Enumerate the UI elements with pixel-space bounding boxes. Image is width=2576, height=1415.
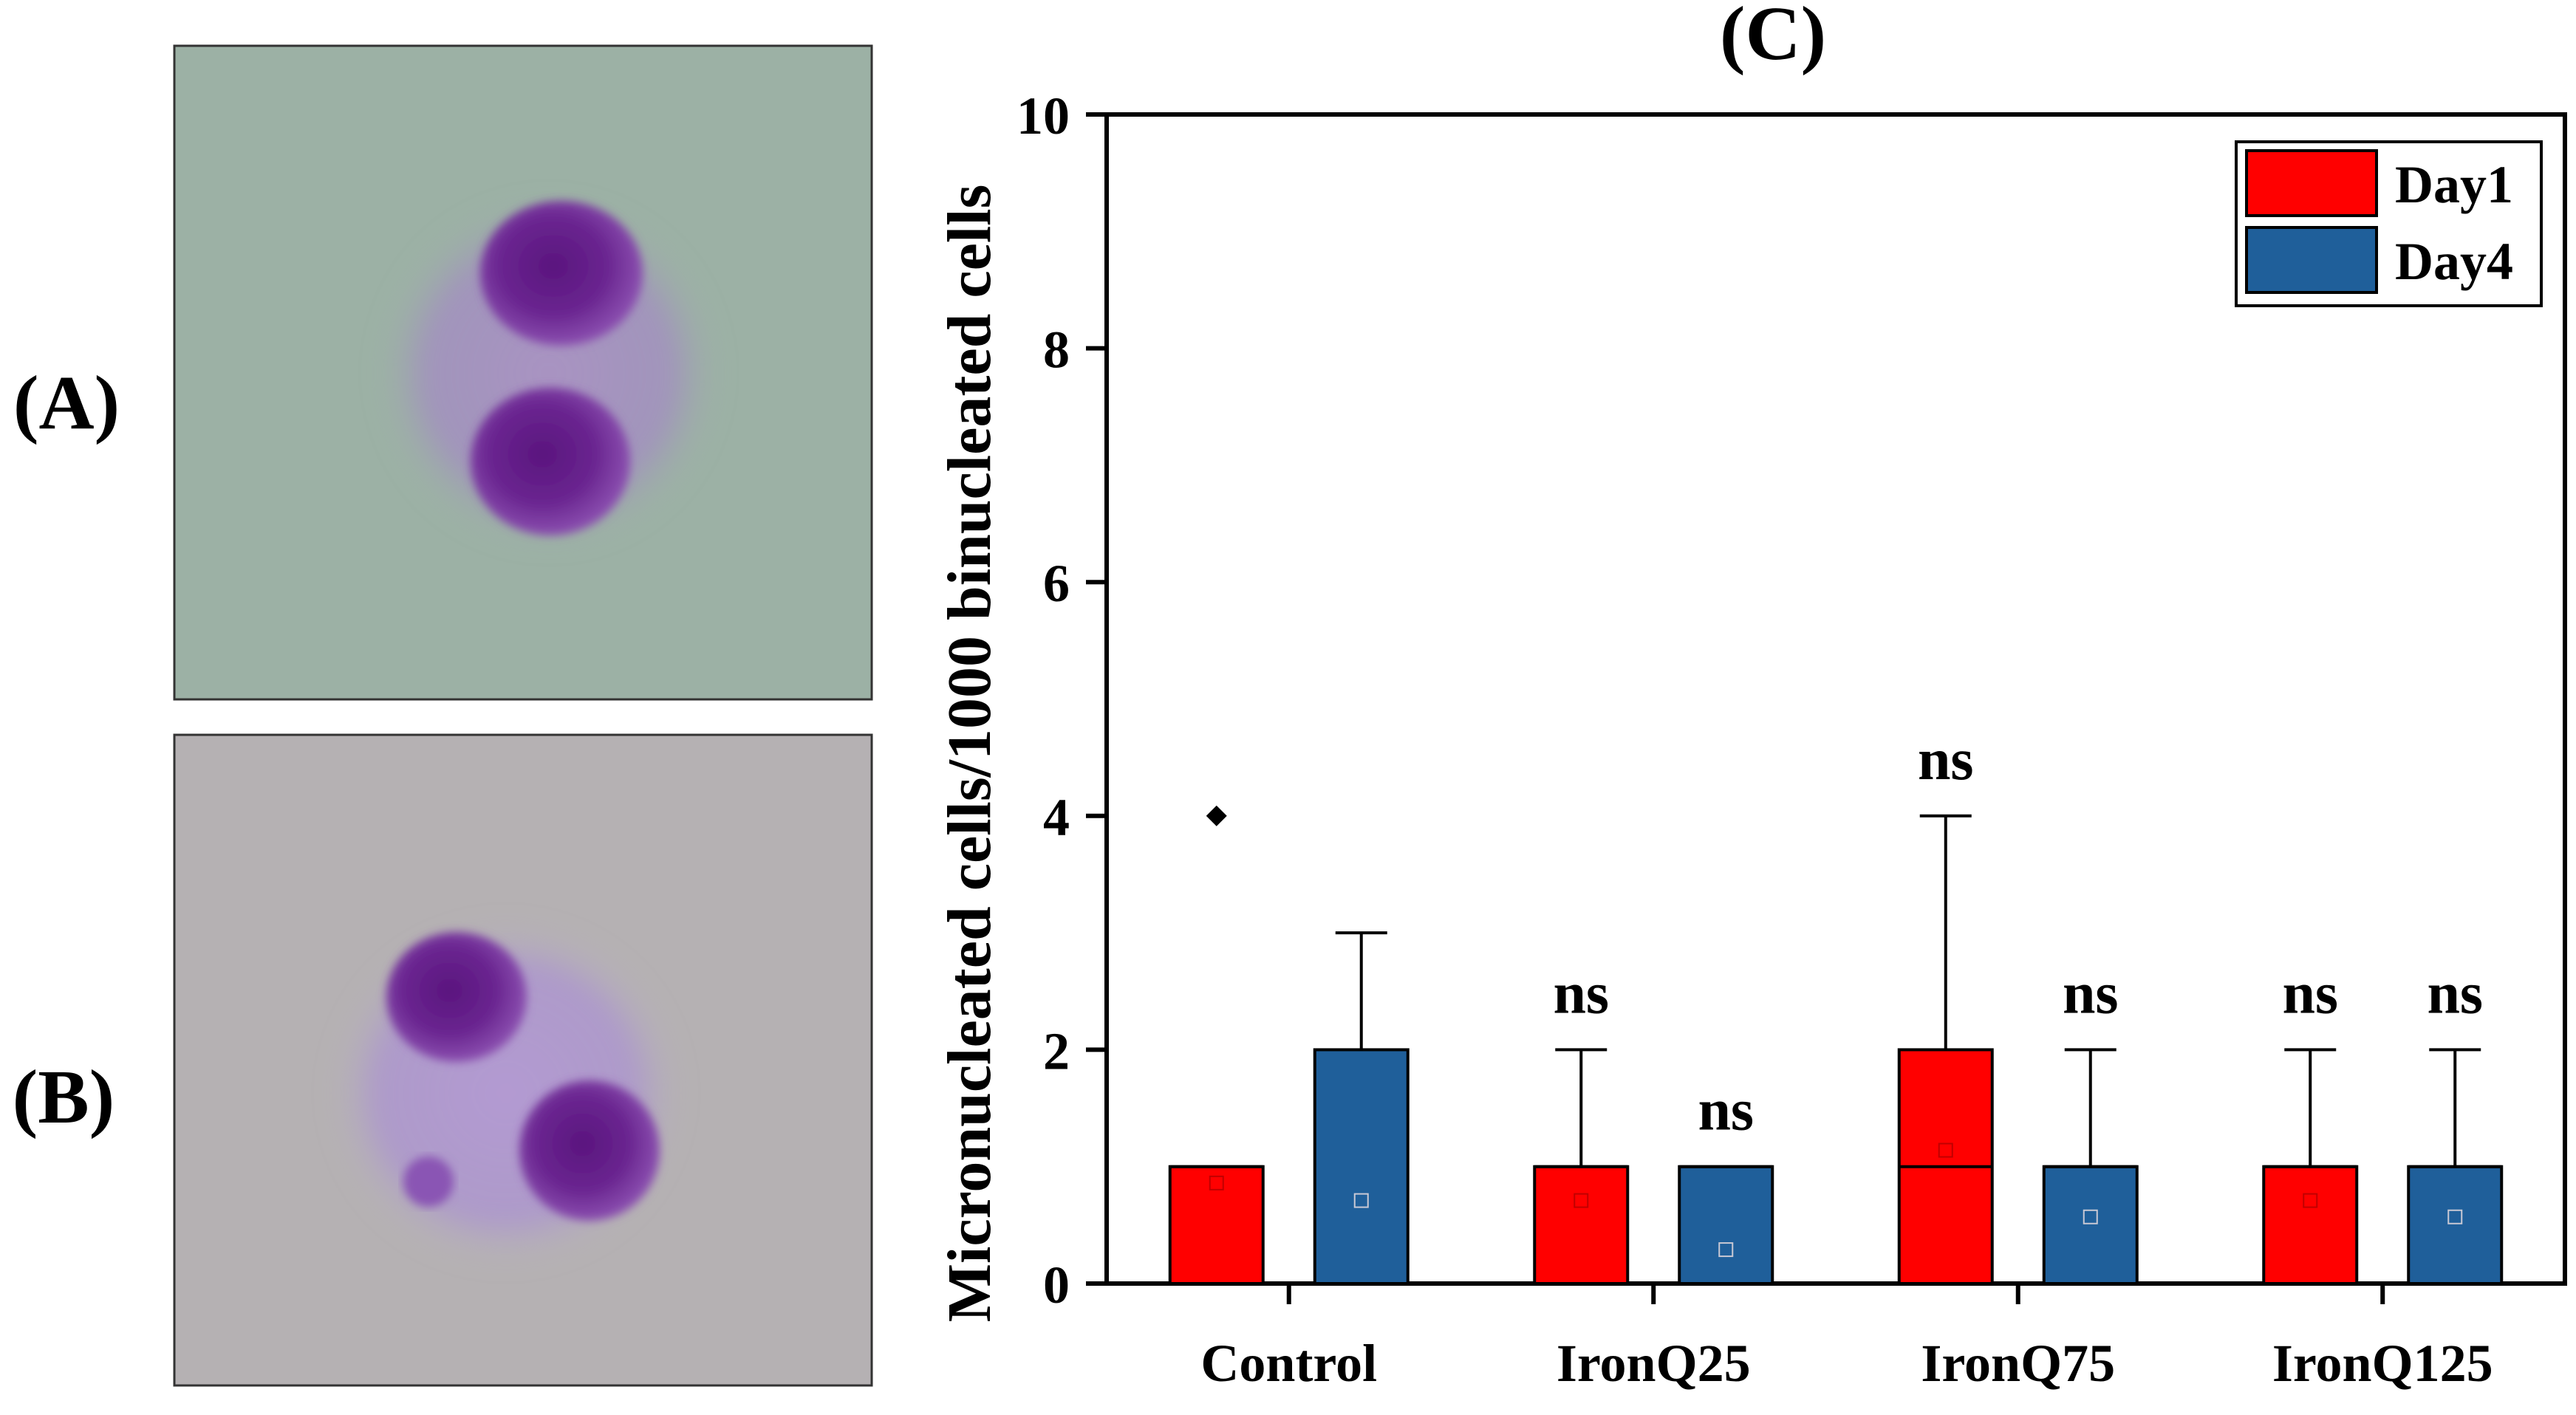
chart-panel-label: (C): [1720, 0, 1826, 76]
mean-marker: [2083, 1209, 2098, 1224]
x-tick-label: Control: [1200, 1334, 1377, 1393]
significance-label: ns: [2063, 961, 2119, 1026]
box: [1168, 1165, 1265, 1285]
mean-marker: [1938, 1142, 1953, 1158]
y-tick-label: 8: [1043, 321, 1070, 380]
plot-area: 0 2 4 6 8 10 Control IronQ25 IronQ75 IronQ125 ns ns…: [1017, 86, 2567, 1393]
significance-label: ns: [2427, 961, 2483, 1026]
significance-label: ns: [1553, 961, 1609, 1026]
legend-label: Day4: [2395, 232, 2513, 291]
mean-marker: [1574, 1193, 1589, 1208]
y-tick-label: 0: [1043, 1255, 1070, 1315]
plot-frame: [1104, 112, 2567, 1286]
mean-marker: [2303, 1193, 2318, 1208]
mean-marker: [2447, 1209, 2463, 1224]
panel-b-label: (B): [13, 1055, 115, 1140]
legend-swatch: [2245, 149, 2378, 217]
y-tick-label: 6: [1043, 554, 1070, 613]
boxplot-chart: (C) Micronucleated cells/1000 binucleate…: [935, 0, 2567, 1393]
x-tick-label: IronQ25: [1557, 1334, 1751, 1393]
micrograph-a: [173, 44, 873, 701]
y-tick-label: 10: [1017, 86, 1070, 145]
legend-label: Day1: [2395, 155, 2513, 214]
panel-a-label: (A): [13, 360, 120, 445]
x-tick-label: IronQ125: [2272, 1334, 2493, 1393]
mean-marker: [1718, 1242, 1734, 1258]
mean-marker: [1353, 1193, 1369, 1208]
legend-swatch: [2245, 226, 2378, 294]
box: [1533, 1165, 1630, 1285]
x-tick-label: IronQ75: [1921, 1334, 2115, 1393]
box: [2042, 1165, 2139, 1285]
significance-label: ns: [1698, 1078, 1754, 1143]
micrograph-b: [173, 733, 873, 1387]
box: [2407, 1165, 2504, 1285]
box: [2262, 1165, 2359, 1285]
y-tick-label: 4: [1043, 788, 1070, 847]
significance-label: ns: [2282, 961, 2338, 1026]
mean-marker: [1209, 1175, 1224, 1190]
y-tick-label: 2: [1043, 1021, 1070, 1080]
box: [1678, 1165, 1774, 1285]
significance-label: ns: [1918, 727, 1974, 792]
outlier-point: [1206, 805, 1227, 826]
y-axis-label: Micronucleated cells/1000 binucleated ce…: [935, 185, 1004, 1323]
box: [1313, 1048, 1410, 1286]
